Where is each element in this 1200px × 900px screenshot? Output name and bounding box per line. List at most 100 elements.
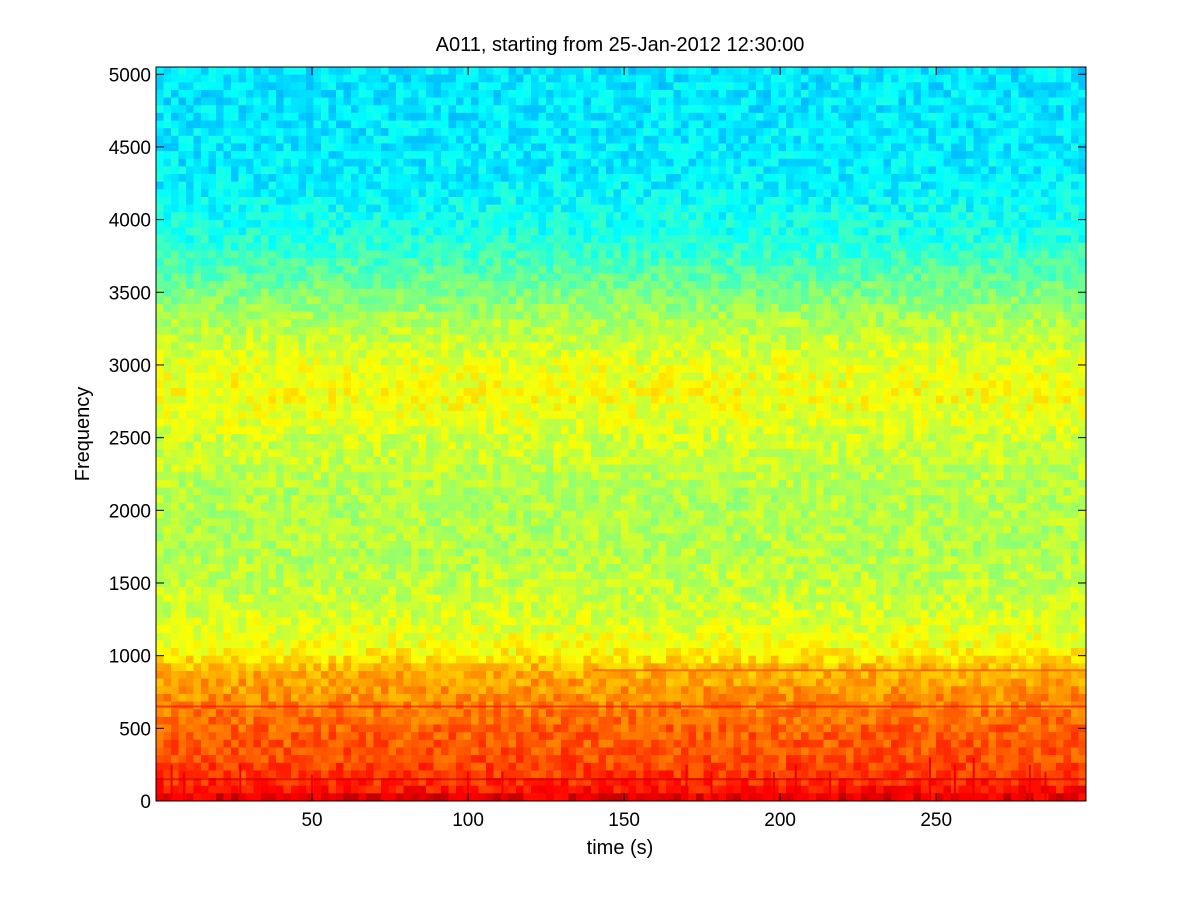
spectrogram-cell xyxy=(516,97,525,106)
spectrogram-cell xyxy=(966,74,975,83)
spectrogram-cell xyxy=(846,158,855,167)
spectrogram-cell xyxy=(966,196,975,206)
spectrogram-cell xyxy=(1011,227,1020,236)
spectrogram-cell xyxy=(793,143,802,152)
spectrogram-cell xyxy=(688,349,697,359)
spectrogram-cell xyxy=(223,227,232,236)
spectrogram-cell xyxy=(538,135,547,145)
spectrogram-cell xyxy=(996,82,1005,91)
spectrogram-cell xyxy=(306,288,315,297)
spectrogram-cell xyxy=(793,349,802,359)
spectrogram-cell xyxy=(388,97,397,106)
spectrogram-cell xyxy=(606,97,615,106)
spectrogram-cell xyxy=(396,357,405,366)
spectrogram-cell xyxy=(898,212,907,221)
spectrogram-cell xyxy=(276,166,285,175)
spectrogram-cell xyxy=(1033,181,1042,190)
spectrogram-cell xyxy=(208,258,217,267)
spectrogram-cell xyxy=(156,151,165,160)
spectrogram-cell xyxy=(478,258,487,267)
spectrogram-cell xyxy=(711,334,720,343)
spectrogram-cell xyxy=(591,365,600,374)
spectrogram-cell xyxy=(666,219,675,229)
spectrogram-cell xyxy=(193,89,202,99)
spectrogram-cell xyxy=(591,97,600,106)
spectrogram-cell xyxy=(171,135,180,145)
spectrogram-cell xyxy=(703,181,712,190)
spectrogram-cell xyxy=(193,342,202,351)
spectrogram-cell xyxy=(373,311,382,320)
spectrogram-cell xyxy=(223,349,232,359)
spectrogram-cell xyxy=(576,105,585,114)
spectrogram-cell xyxy=(913,342,922,351)
spectrogram-cell xyxy=(966,158,975,167)
spectrogram-cell xyxy=(651,342,660,351)
spectrogram-cell xyxy=(928,334,937,343)
spectrogram-cell xyxy=(441,151,450,160)
spectrogram-cell xyxy=(516,349,525,359)
spectrogram-cell xyxy=(951,151,960,160)
spectrogram-cell xyxy=(756,288,765,297)
spectrogram-cell xyxy=(381,319,390,328)
spectrogram-cell xyxy=(988,265,997,275)
spectrogram-cell xyxy=(246,112,255,122)
spectrogram-cell xyxy=(876,258,885,267)
spectrogram-cell xyxy=(396,105,405,114)
spectrogram-cell xyxy=(231,304,240,313)
spectrogram-cell xyxy=(208,334,217,343)
spectrogram-cell xyxy=(418,174,427,183)
spectrogram-cell xyxy=(493,288,502,297)
spectrogram-cell xyxy=(583,326,592,336)
spectrogram-cell xyxy=(906,227,915,236)
spectrogram-cell xyxy=(748,128,757,137)
spectrogram-cell xyxy=(568,97,577,106)
spectrogram-cell xyxy=(561,181,570,190)
spectrogram-cell xyxy=(613,265,622,275)
spectrogram-cell xyxy=(246,227,255,236)
spectrogram-cell xyxy=(748,89,757,99)
spectrogram-cell xyxy=(981,105,990,114)
spectrogram-cell xyxy=(531,288,540,297)
spectrogram-cell xyxy=(201,319,210,328)
spectrogram-cell xyxy=(1063,135,1072,145)
spectrogram-cell xyxy=(1048,242,1057,252)
spectrogram-cell xyxy=(703,235,712,244)
spectrogram-cell xyxy=(223,135,232,145)
spectrogram-cell xyxy=(756,174,765,183)
spectrogram-cell xyxy=(223,296,232,305)
spectrogram-cell xyxy=(636,296,645,305)
spectrogram-cell xyxy=(1078,212,1086,221)
spectrogram-cell xyxy=(898,357,907,366)
spectrogram-cell xyxy=(448,196,457,206)
spectrogram-cell xyxy=(996,342,1005,351)
spectrogram-cell xyxy=(756,342,765,351)
spectrogram-cell xyxy=(298,151,307,160)
spectrogram-cell xyxy=(291,189,300,198)
spectrogram-cell xyxy=(253,120,262,129)
spectrogram-cell xyxy=(418,89,427,99)
spectrogram-cell xyxy=(613,304,622,313)
spectrogram-cell xyxy=(336,120,345,129)
spectrogram-cell xyxy=(366,357,375,366)
spectrogram-cell xyxy=(778,158,787,167)
spectrogram-cell xyxy=(823,204,832,213)
spectrogram-cell xyxy=(628,89,637,99)
spectrogram-cell xyxy=(583,135,592,145)
spectrogram-cell xyxy=(193,105,202,114)
spectrogram-cell xyxy=(336,196,345,206)
spectrogram-cell xyxy=(426,97,435,106)
spectrogram-cell xyxy=(688,342,697,351)
spectrogram-cell xyxy=(523,349,532,359)
spectrogram-cell xyxy=(793,326,802,336)
spectrogram-cell xyxy=(223,235,232,244)
spectrogram-cell xyxy=(951,304,960,313)
spectrogram-cell xyxy=(561,212,570,221)
spectrogram-cell xyxy=(666,349,675,359)
spectrogram-cell xyxy=(726,74,735,83)
spectrogram-cell xyxy=(1026,105,1035,114)
spectrogram-cell xyxy=(343,212,352,221)
spectrogram-cell xyxy=(433,128,442,137)
spectrogram-cell xyxy=(598,296,607,305)
spectrogram-cell xyxy=(411,196,420,206)
spectrogram-cell xyxy=(1018,342,1027,351)
